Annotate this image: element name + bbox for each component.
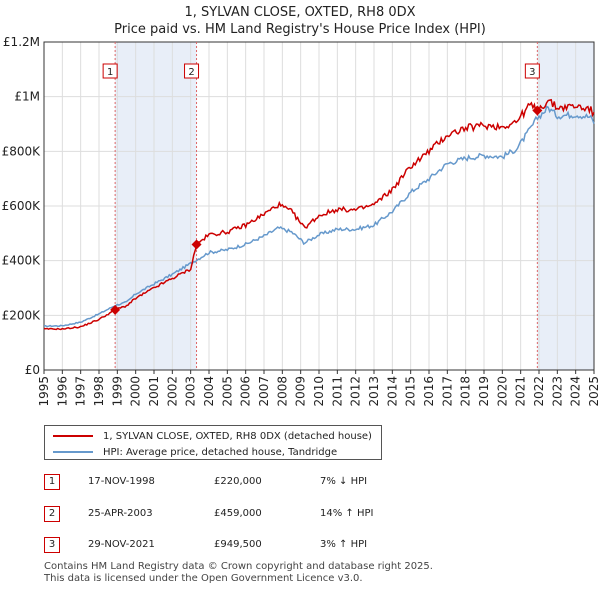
x-tick-label: 1995: [37, 376, 51, 407]
property-price-line: [43, 98, 595, 331]
x-tick-label: 2004: [202, 376, 216, 407]
x-tick-label: 2010: [312, 376, 326, 407]
transaction-hpi-diff: 7% ↓ HPI: [320, 476, 368, 487]
transaction-row: 2 25-APR-2003 £459,000 14% ↑ HPI: [44, 506, 564, 524]
sale-point: [110, 304, 121, 315]
x-tick-label: 2000: [129, 376, 143, 407]
x-tick-label: 2021: [514, 376, 528, 407]
transaction-number: 3: [44, 537, 60, 553]
y-tick-label: £200K: [2, 308, 42, 322]
chart-title: 1, SYLVAN CLOSE, OXTED, RH8 0DX Price pa…: [0, 4, 600, 38]
x-tick-label: 2007: [257, 376, 271, 407]
x-tick-label: 1997: [74, 376, 88, 407]
legend: 1, SYLVAN CLOSE, OXTED, RH8 0DX (detache…: [44, 425, 382, 460]
y-tick-label: £800K: [2, 144, 42, 158]
footer-licence: This data is licensed under the Open Gov…: [44, 573, 363, 584]
x-tick-label: 1998: [92, 376, 106, 407]
x-tick-label: 2009: [294, 376, 308, 407]
x-tick-label: 2013: [367, 376, 381, 407]
x-tick-label: 2025: [587, 376, 600, 407]
transaction-price: £949,500: [214, 539, 262, 550]
x-tick-label: 2024: [569, 376, 583, 407]
price-chart: £0 £200K £400K £600K £800K £1M £1.2M 1995 1996 19…: [2, 35, 600, 407]
x-tick-label: 2016: [422, 376, 436, 407]
x-tick-label: 2006: [239, 376, 253, 407]
transaction-price: £459,000: [214, 508, 262, 519]
x-tick-label: 2020: [495, 376, 509, 407]
x-tick-label: 2019: [477, 376, 491, 407]
legend-label-hpi: HPI: Average price, detached house, Tand…: [103, 446, 338, 458]
x-tick-label: 2015: [404, 376, 418, 407]
sale-marker-badge: [184, 63, 200, 79]
hpi-line: [44, 105, 595, 328]
transaction-price: £220,000: [214, 476, 262, 487]
sale-marker-badge: [102, 63, 118, 79]
footer: Contains HM Land Registry data © Crown c…: [44, 561, 433, 585]
sale-points: [110, 105, 543, 315]
transaction-hpi-diff: 14% ↑ HPI: [320, 508, 374, 519]
y-tick-label: £400K: [2, 254, 42, 268]
transaction-date: 17-NOV-1998: [88, 476, 155, 487]
x-tick-label: 2005: [220, 376, 234, 407]
x-tick-label: 2008: [275, 376, 289, 407]
transaction-row: 1 17-NOV-1998 £220,000 7% ↓ HPI: [44, 474, 564, 492]
y-tick-label: £1M: [14, 90, 40, 104]
plot-frame: [43, 41, 595, 371]
sale-marker-label: 3: [529, 67, 535, 78]
transaction-row: 3 29-NOV-2021 £949,500 3% ↑ HPI: [44, 537, 564, 555]
x-tick-label: 2011: [330, 376, 344, 407]
y-tick-label: £1.2M: [3, 35, 40, 49]
x-tick-label: 2023: [550, 376, 564, 407]
legend-swatch-blue: [53, 451, 93, 453]
title-subtitle: Price paid vs. HM Land Registry's House …: [114, 22, 486, 37]
x-tick-label: 2001: [147, 376, 161, 407]
x-tick-label: 1996: [55, 376, 69, 407]
legend-swatch-red: [53, 435, 93, 437]
x-tick-label: 2022: [532, 376, 546, 407]
title-address: 1, SYLVAN CLOSE, OXTED, RH8 0DX: [184, 5, 416, 20]
sale-marker-badge: [524, 63, 540, 79]
sale-marker-label: 2: [188, 67, 194, 78]
sale-markers: 1 2 3: [102, 42, 540, 370]
x-tick-label: 1999: [110, 376, 124, 407]
x-tick-label: 2003: [184, 376, 198, 407]
legend-item-hpi: HPI: Average price, detached house, Tand…: [53, 445, 337, 459]
transaction-number: 2: [44, 506, 60, 522]
x-tick-label: 2014: [385, 376, 399, 407]
x-tick-label: 2018: [459, 376, 473, 407]
footer-copyright: Contains HM Land Registry data © Crown c…: [44, 561, 433, 572]
transaction-date: 29-NOV-2021: [88, 539, 155, 550]
sale-point: [191, 239, 202, 250]
y-tick-label: £600K: [2, 199, 42, 213]
transaction-date: 25-APR-2003: [88, 508, 153, 519]
x-tick-label: 2017: [440, 376, 454, 407]
legend-label-property: 1, SYLVAN CLOSE, OXTED, RH8 0DX (detache…: [103, 430, 372, 442]
y-tick-label: £0: [25, 363, 40, 377]
legend-item-property: 1, SYLVAN CLOSE, OXTED, RH8 0DX (detache…: [53, 429, 372, 443]
transaction-hpi-diff: 3% ↑ HPI: [320, 539, 368, 550]
x-tick-label: 2002: [165, 376, 179, 407]
transaction-number: 1: [44, 474, 60, 490]
axes: £0 £200K £400K £600K £800K £1M £1.2M 1995 1996 19…: [2, 35, 600, 407]
x-tick-label: 2012: [349, 376, 363, 407]
sale-marker-label: 1: [107, 67, 113, 78]
series: [43, 98, 595, 331]
sale-point: [532, 105, 543, 116]
